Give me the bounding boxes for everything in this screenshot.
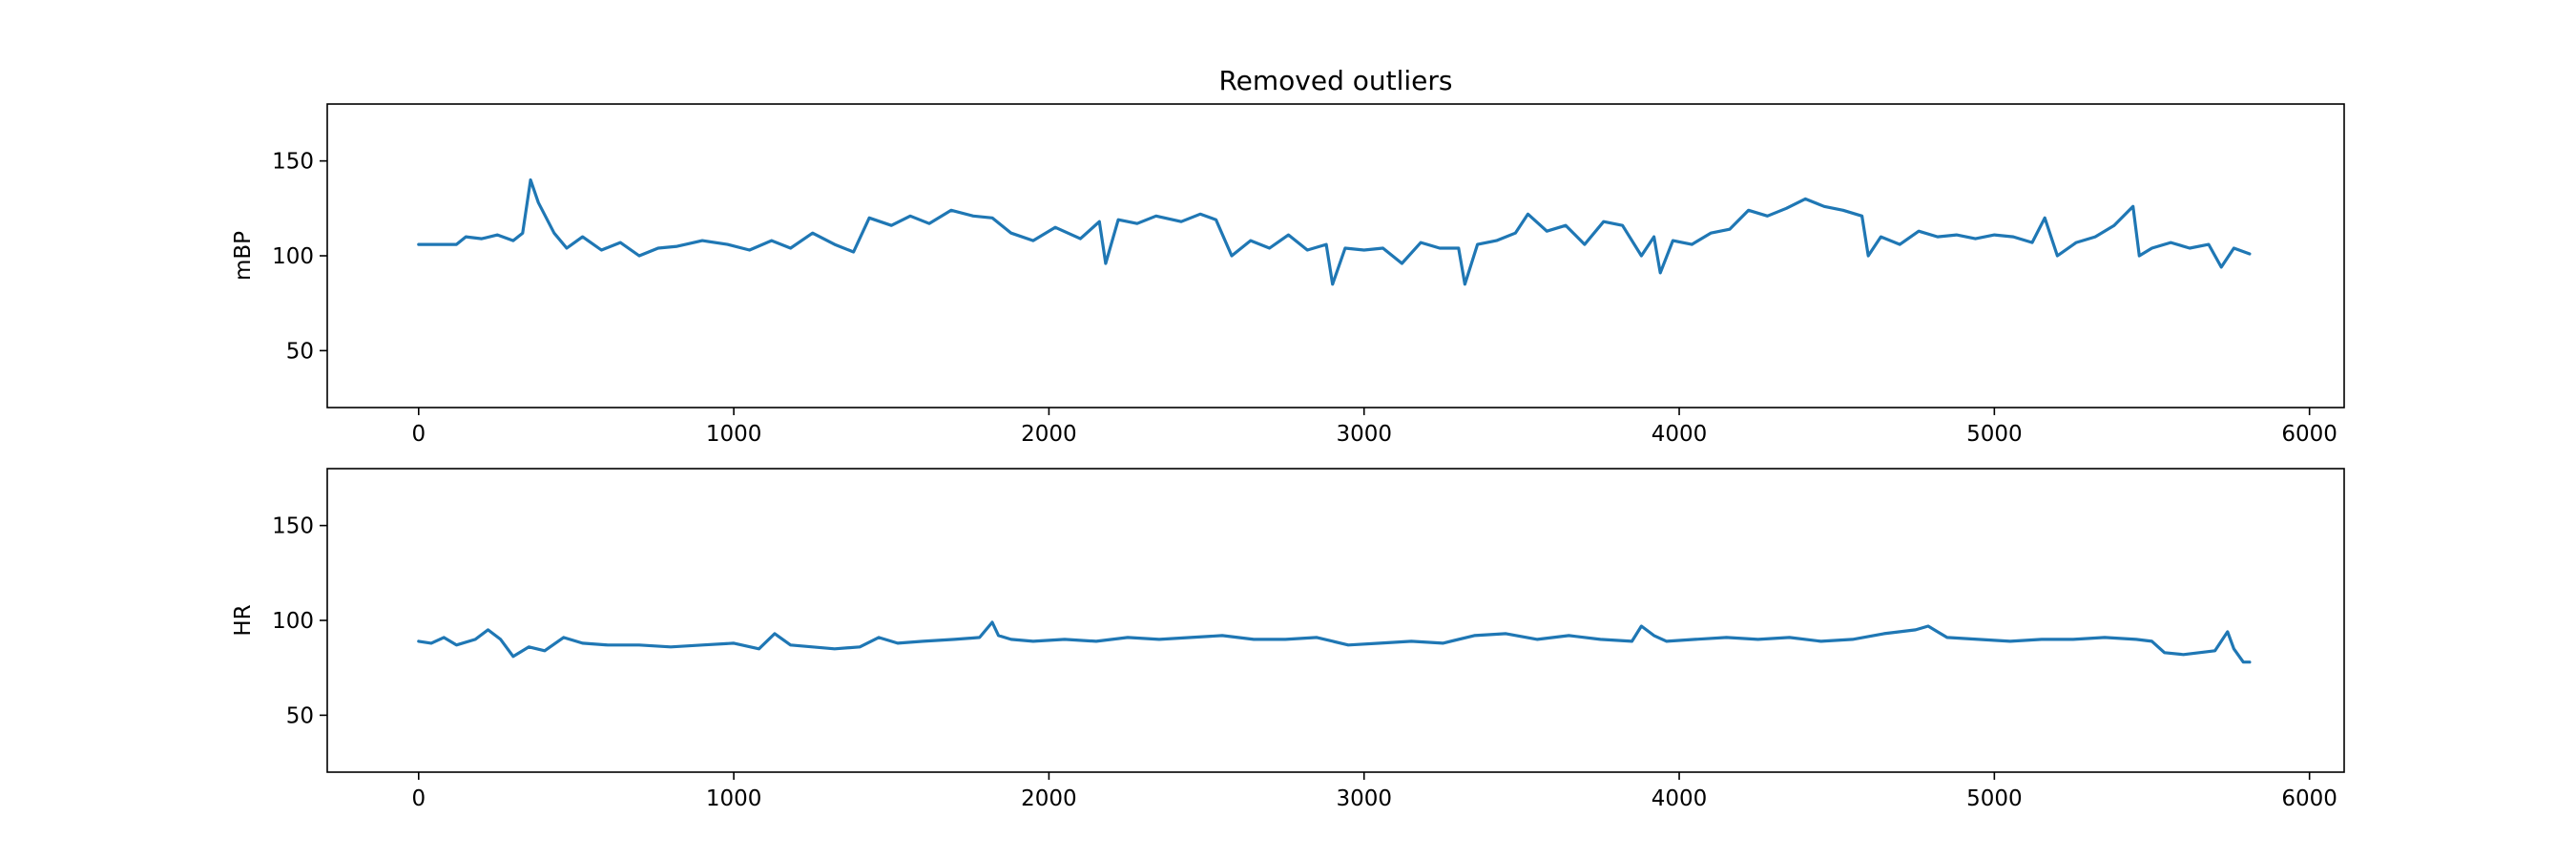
y-tick-label: 100 [272,244,314,269]
y-tick-label: 50 [286,703,314,728]
y-axis-label: HR [231,604,256,636]
x-tick-label: 3000 [1336,422,1392,447]
x-tick-label: 3000 [1336,786,1392,811]
chart-panel-1: 0 1000 2000 3000 4000 5000 6000 50 100 150 mBP [231,103,2345,447]
y-tick-label: 150 [272,150,314,175]
series-line-1-1 [417,178,2252,286]
x-tick-label: 5000 [1966,422,2023,447]
x-tick-label: 0 [411,786,426,811]
x-tick-label: 1000 [706,786,762,811]
x-tick-label: 6000 [2281,422,2337,447]
x-tick-label: 1000 [706,422,762,447]
series-line-2-1 [417,620,2252,664]
chart-panel-2: 0 1000 2000 3000 4000 5000 6000 50 100 150 HR [231,468,2345,811]
y-tick-label: 150 [272,514,314,539]
y-tick-label: 50 [286,339,314,364]
x-tick-label: 6000 [2281,786,2337,811]
y-tick-label: 100 [272,609,314,634]
x-tick-label: 0 [411,422,426,447]
x-tick-label: 2000 [1021,786,1077,811]
chart-title: Removed outliers [1218,65,1452,96]
x-tick-label: 4000 [1652,422,1708,447]
x-tick-label: 2000 [1021,422,1077,447]
y-axis-label: mBP [231,231,256,281]
x-tick-label: 4000 [1652,786,1708,811]
x-tick-label: 5000 [1966,786,2023,811]
